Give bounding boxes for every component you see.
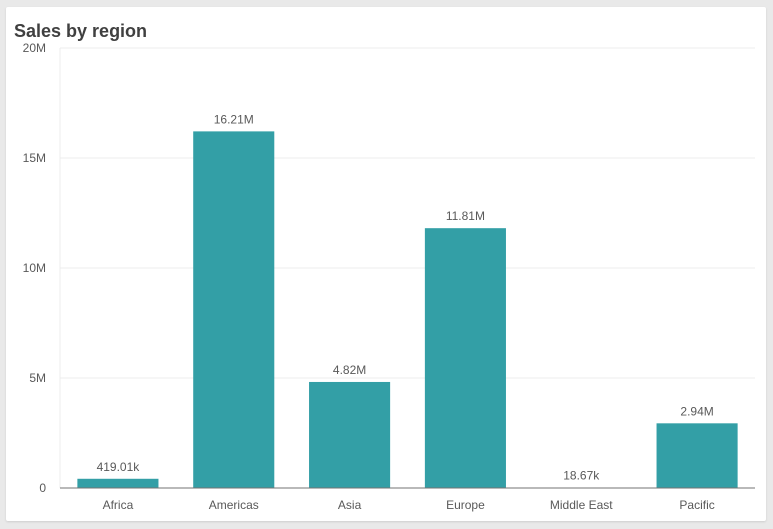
bar-value-label: 4.82M [333,363,366,377]
chart-card: Sales by region 0 5M 10M 15M 20M 419.01k Afric… [6,7,766,521]
x-tick-label: Africa [103,498,134,512]
y-tick-label: 5M [29,371,46,385]
y-tick-label: 20M [23,41,46,55]
bar[interactable] [424,228,506,488]
bar-value-label: 2.94M [680,404,713,418]
y-tick-label: 15M [23,151,46,165]
bar-chart: 0 5M 10M 15M 20M 419.01k Africa 16.21M Americas 4… [23,41,755,512]
bar[interactable] [77,478,159,488]
y-tick-label: 0 [39,481,46,495]
x-tick-label: Asia [338,498,362,512]
x-tick-label: Americas [209,498,259,512]
x-tick-label: Middle East [550,498,613,512]
bar-value-label: 419.01k [97,460,141,474]
x-tick-label: Pacific [679,498,714,512]
x-tick-label: Europe [446,498,485,512]
y-tick-label: 10M [23,261,46,275]
bar-value-label: 11.81M [446,209,485,223]
bar-value-label: 18.67k [563,469,600,483]
bar[interactable] [656,423,738,488]
bar[interactable] [309,381,391,488]
chart-title: Sales by region [14,21,148,41]
bar-value-label: 16.21M [214,112,254,126]
bar[interactable] [193,131,275,488]
